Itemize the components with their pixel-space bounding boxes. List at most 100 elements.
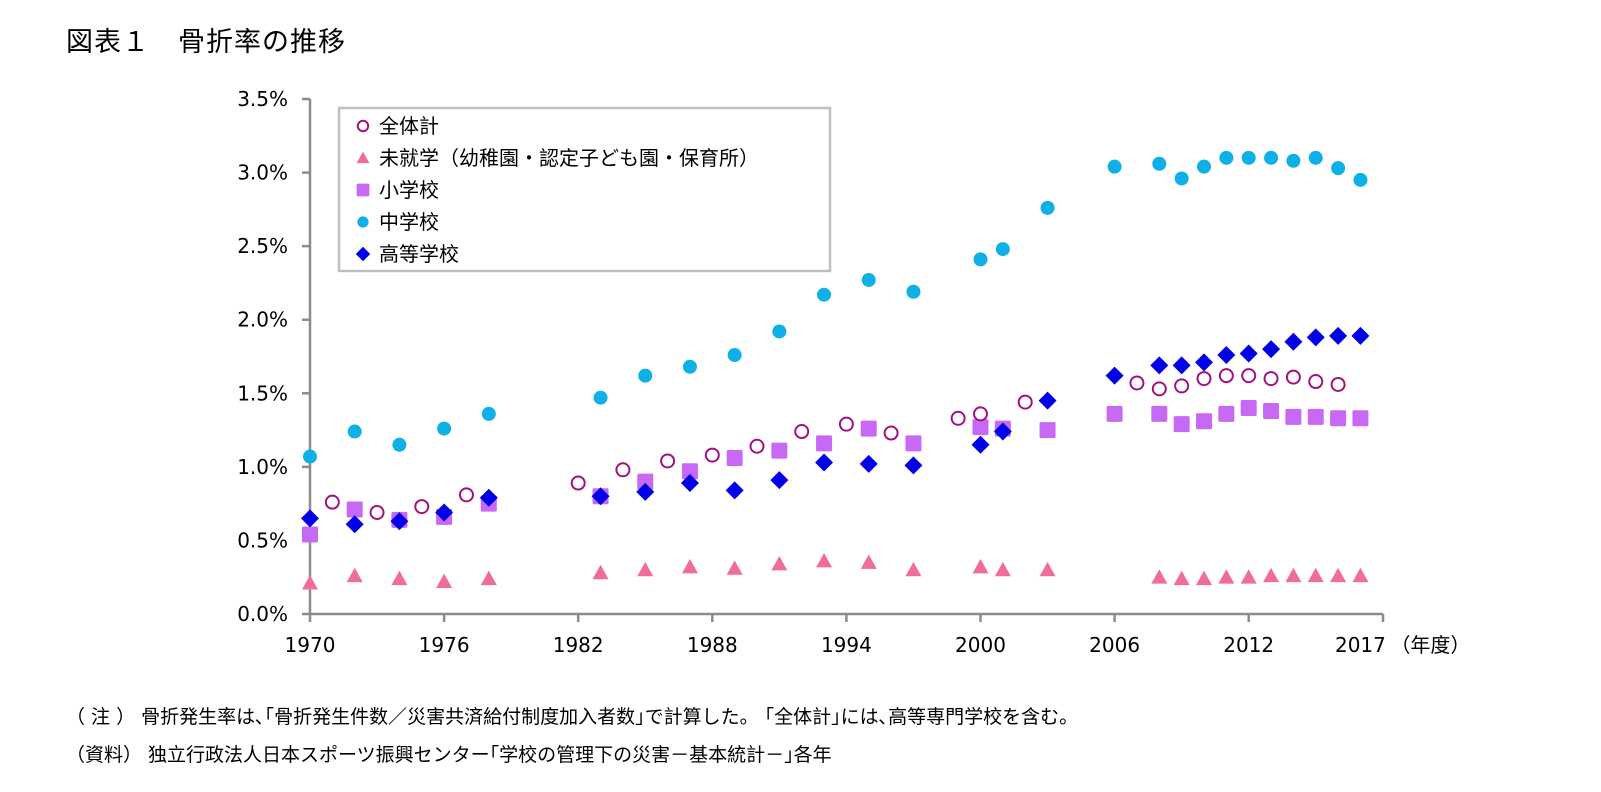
data-point <box>950 410 966 426</box>
data-point <box>905 561 922 577</box>
data-point <box>1105 366 1124 385</box>
data-point <box>1307 567 1324 583</box>
data-point <box>570 475 586 491</box>
data-point <box>1263 567 1280 583</box>
data-point <box>480 570 497 586</box>
data-point <box>1239 344 1258 363</box>
x-tick-label: 2017 <box>1335 633 1386 657</box>
data-point <box>1106 405 1123 422</box>
data-point <box>481 406 496 421</box>
data-point <box>861 272 876 287</box>
x-tick-label: 1976 <box>419 633 470 657</box>
data-point <box>369 504 385 520</box>
data-point <box>1219 150 1234 165</box>
legend-item: 中学校 <box>357 210 439 234</box>
data-marks <box>301 150 1370 590</box>
data-point <box>749 438 765 454</box>
data-point <box>1330 567 1347 583</box>
legend-item: 小学校 <box>356 178 439 202</box>
data-point <box>1172 356 1191 375</box>
data-point <box>1151 569 1168 584</box>
data-point <box>390 512 409 531</box>
data-point <box>1352 567 1369 583</box>
data-point <box>1264 150 1279 165</box>
data-point <box>682 359 697 374</box>
data-point <box>1173 570 1190 586</box>
data-point <box>817 287 832 302</box>
data-point <box>346 501 363 518</box>
y-tick-label: 1.5% <box>237 381 288 405</box>
data-point <box>1151 405 1168 422</box>
data-point <box>816 553 833 568</box>
data-point <box>859 454 878 473</box>
data-point <box>1306 328 1325 347</box>
data-point <box>1307 408 1324 425</box>
data-point <box>302 526 318 543</box>
x-tick-label: 1994 <box>821 633 872 657</box>
data-point <box>435 503 454 522</box>
data-point <box>1285 408 1302 425</box>
data-point <box>1197 159 1211 174</box>
data-point <box>1152 156 1167 171</box>
data-point <box>1107 159 1122 174</box>
data-point <box>638 368 653 383</box>
data-point <box>1308 374 1324 390</box>
data-point <box>972 558 989 574</box>
data-point <box>1196 570 1212 586</box>
data-point <box>971 435 990 454</box>
data-point <box>636 482 655 501</box>
data-point <box>1263 371 1279 387</box>
data-point <box>815 453 834 472</box>
series-3 <box>303 150 1368 464</box>
data-point <box>593 390 608 405</box>
data-point <box>770 471 789 490</box>
legend-marker-icon <box>356 119 370 133</box>
legend-box <box>337 106 832 273</box>
data-point <box>437 421 452 436</box>
data-point <box>414 499 430 515</box>
data-point <box>1150 356 1169 375</box>
data-point <box>838 416 854 432</box>
data-point <box>1174 378 1190 394</box>
data-point <box>1330 376 1346 392</box>
data-point <box>1173 416 1190 433</box>
data-point <box>772 324 787 339</box>
data-point <box>1218 368 1234 384</box>
x-axis-label: （年度） <box>1390 633 1470 657</box>
data-point <box>1286 153 1301 168</box>
data-point <box>1038 391 1057 410</box>
data-point <box>681 463 698 480</box>
data-point <box>1241 150 1256 165</box>
data-point <box>906 284 921 299</box>
legend-label: 全体計 <box>379 114 439 138</box>
legend-marker-icon <box>355 246 371 262</box>
data-point <box>973 406 988 422</box>
data-point <box>726 450 743 467</box>
data-point <box>1240 400 1257 416</box>
data-point <box>1040 200 1055 215</box>
data-point <box>301 509 319 528</box>
data-point <box>904 456 923 475</box>
data-point <box>993 422 1012 441</box>
data-point <box>1353 172 1368 187</box>
data-point <box>1241 368 1257 384</box>
axes: 0.0% 0.5% 1.0% 1.5% 2.0% 2.5% 3.0% 3.5% 1970 1976… <box>237 87 1470 657</box>
legend-marker-icon <box>357 216 369 228</box>
data-point <box>726 560 743 575</box>
series-4 <box>301 326 1370 534</box>
data-point <box>1262 340 1281 359</box>
data-point <box>994 561 1011 577</box>
data-point <box>1263 402 1280 419</box>
legend-item: 全体計 <box>356 114 439 138</box>
data-point <box>905 435 922 452</box>
data-point <box>860 554 877 569</box>
y-tick-label: 3.5% <box>237 87 288 111</box>
data-point <box>1329 326 1348 345</box>
data-point <box>303 449 317 464</box>
data-point <box>1151 381 1167 397</box>
data-point <box>972 419 989 436</box>
data-point <box>1174 171 1189 186</box>
chart-title: 図表１ 骨折率の推移 <box>66 27 346 58</box>
legend-item: 未就学（幼稚園・認定子ども園・保育所） <box>356 146 759 170</box>
